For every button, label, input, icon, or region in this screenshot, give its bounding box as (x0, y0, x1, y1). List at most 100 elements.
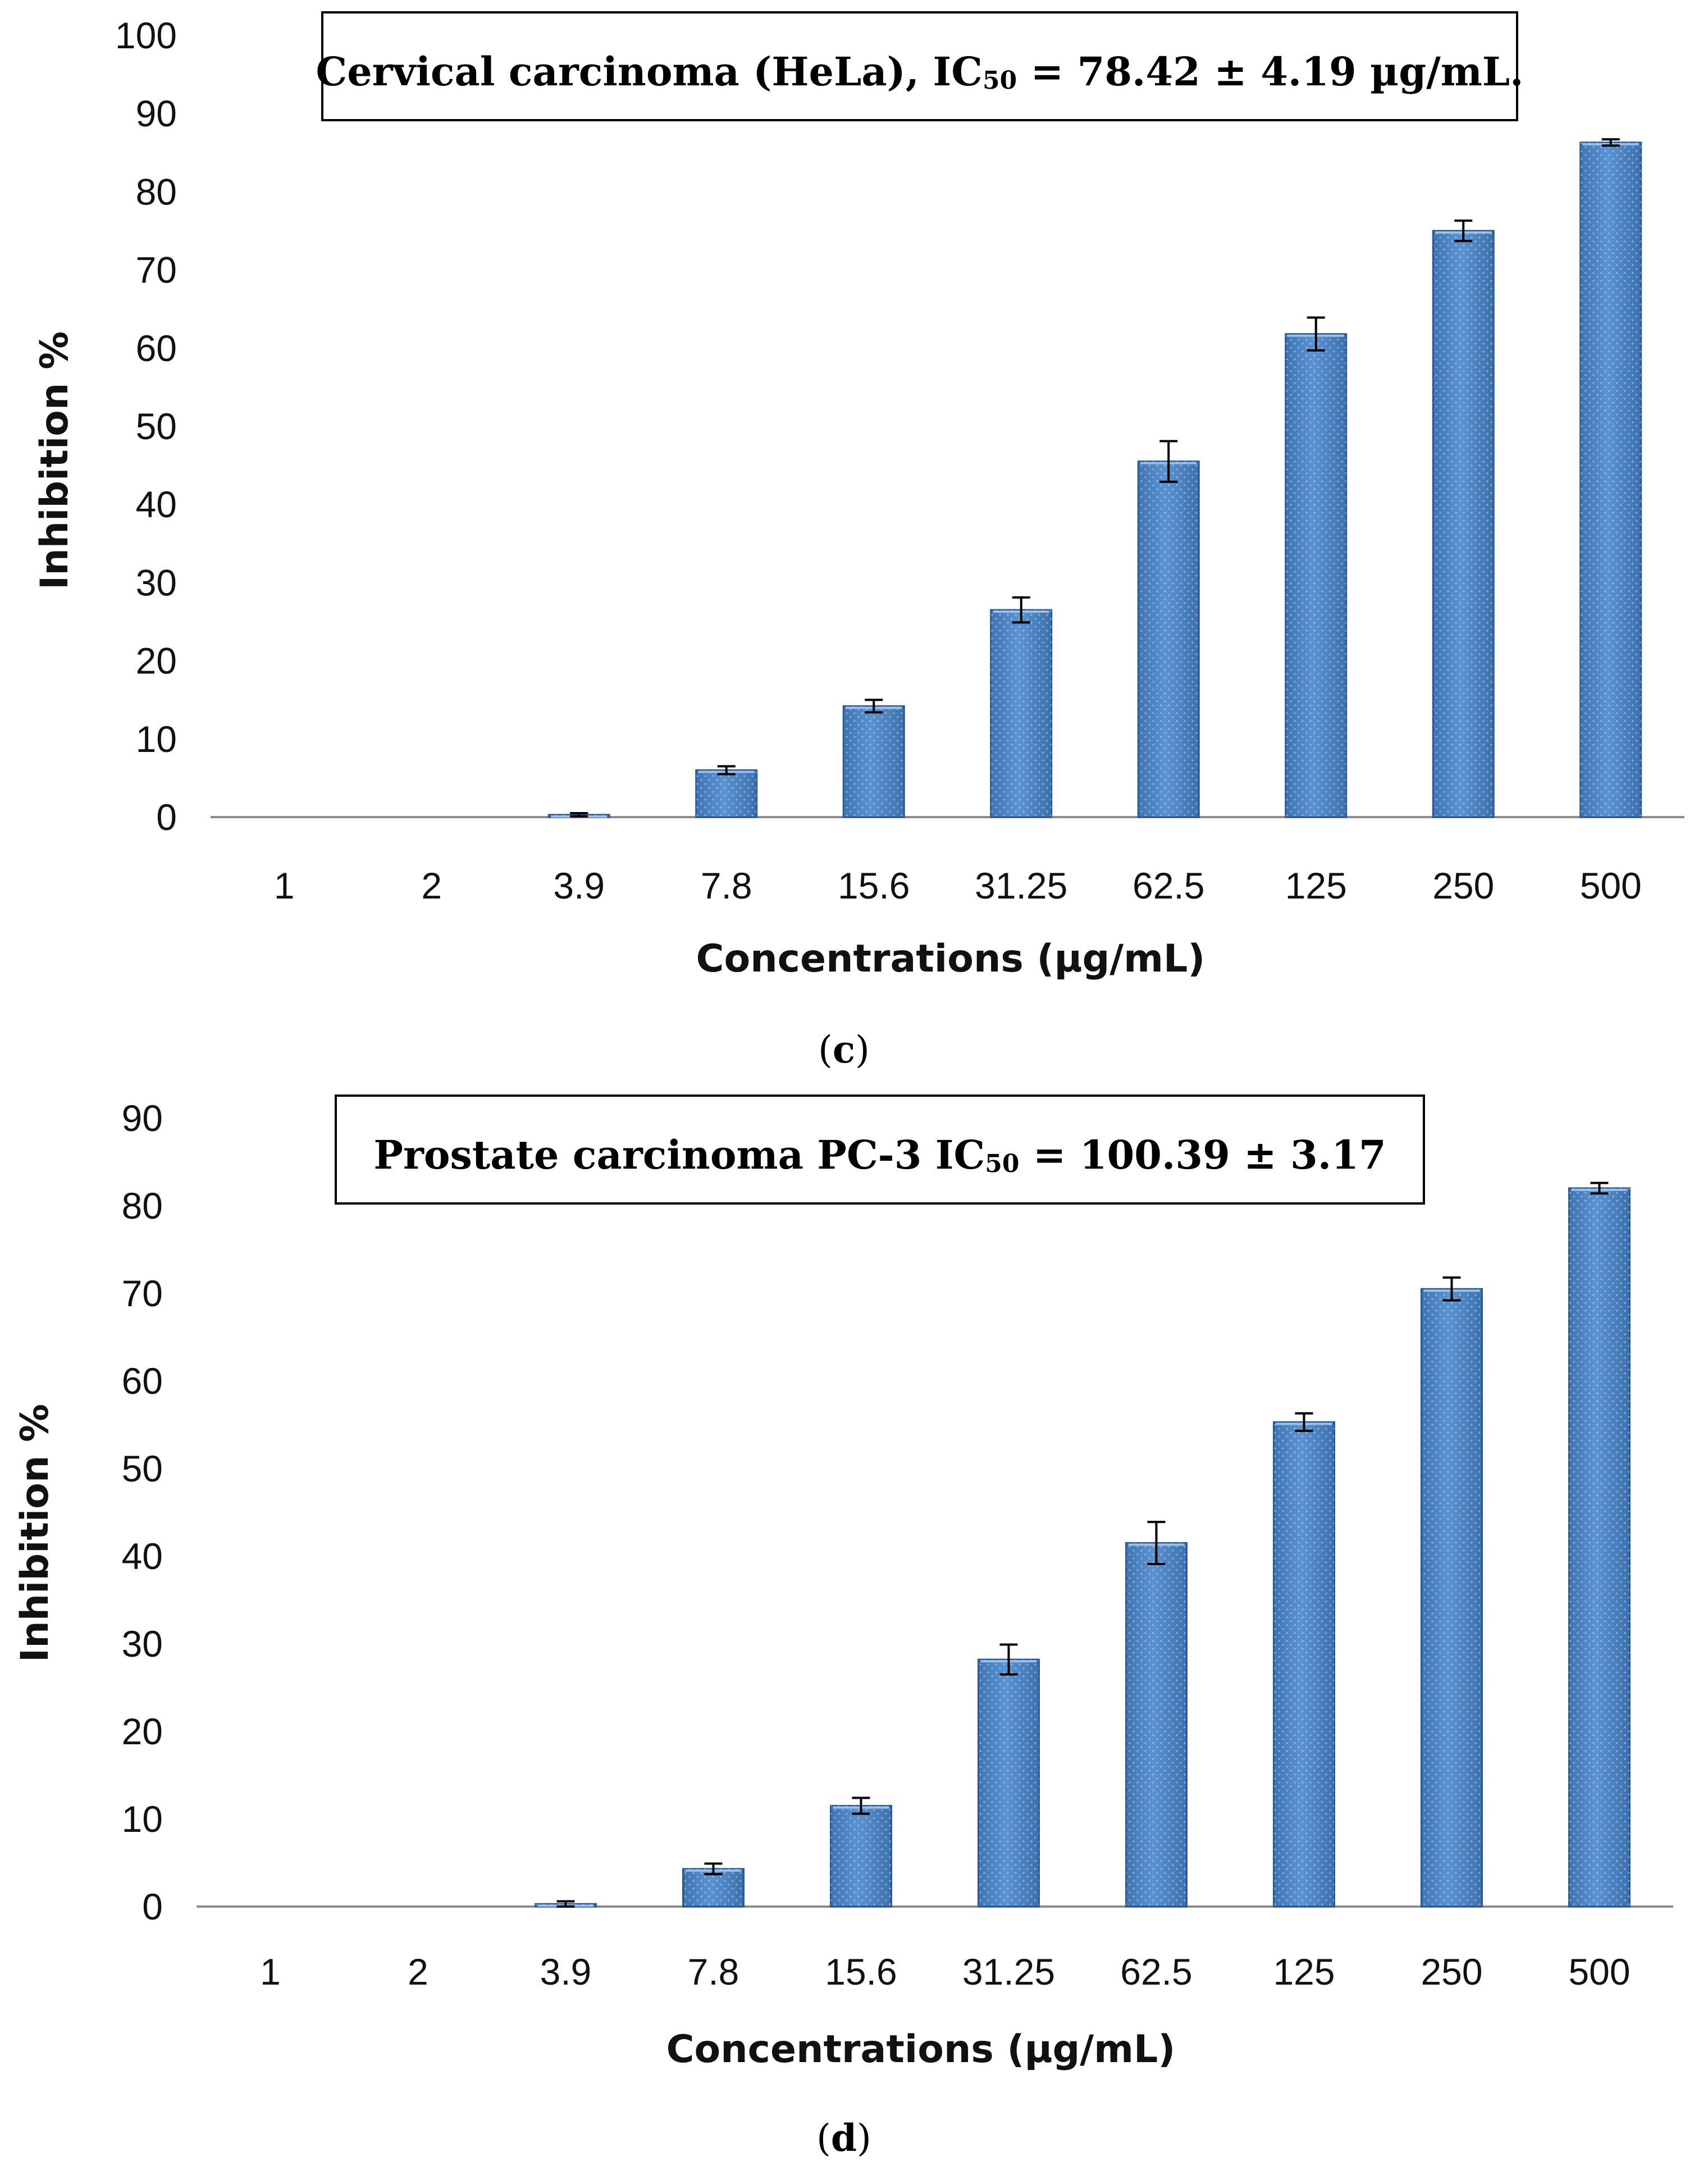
x-tick-label: 125 (1285, 865, 1347, 906)
x-tick-label: 2 (421, 865, 442, 906)
y-axis-title: Inhibition % (33, 331, 77, 590)
bar (978, 1643, 1040, 1908)
bar-texture (1138, 461, 1199, 817)
bar-texture (1126, 1543, 1187, 1907)
x-axis-ticks: 1 2 3.9 7.8 15.6 31.25 62.5 125 250 500 (260, 1951, 1630, 1992)
error-bar (1295, 1412, 1313, 1432)
bar (535, 1900, 597, 1908)
error-bar (1012, 596, 1030, 624)
error-bar (1159, 440, 1178, 483)
y-tick-label: 60 (136, 327, 177, 369)
chart-panel-d: Prostate carcinoma PC-3 IC50 = 100.39 ± … (13, 1095, 1673, 2160)
x-tick-label: 31.25 (975, 865, 1067, 906)
x-tick-label: 250 (1432, 865, 1494, 906)
bar (1421, 1276, 1483, 1908)
x-tick-label: 1 (274, 865, 295, 906)
y-tick-label: 10 (136, 718, 177, 760)
chart-title: Cervical carcinoma (HeLa), IC50 = 78.42 … (316, 48, 1524, 95)
x-tick-label: 3.9 (553, 865, 605, 906)
bar (547, 812, 610, 818)
bar-texture (1285, 334, 1346, 817)
y-axis-title: Inhibition % (13, 1404, 57, 1662)
y-tick-label: 30 (136, 562, 177, 603)
y-tick-label: 70 (136, 249, 177, 291)
y-tick-label: 70 (122, 1273, 163, 1314)
error-bar (1307, 316, 1325, 352)
bar-texture (843, 706, 905, 817)
bar-texture (990, 610, 1052, 817)
y-tick-label: 80 (136, 171, 177, 212)
y-tick-label: 60 (122, 1360, 163, 1402)
y-tick-label: 40 (136, 484, 177, 525)
bar-texture (1273, 1422, 1335, 1907)
chart-title-box (321, 11, 1518, 121)
bar (1137, 440, 1200, 818)
y-axis-ticks: 0 10 20 30 40 50 60 70 80 90 (122, 1097, 163, 1927)
y-tick-label: 90 (122, 1097, 163, 1139)
bar-texture (1433, 231, 1494, 817)
bar (1285, 316, 1348, 818)
x-tick-label: 500 (1568, 1951, 1630, 1992)
bar-texture (1569, 1188, 1630, 1907)
x-tick-label: 2 (408, 1951, 428, 1992)
x-tick-label: 7.8 (701, 865, 752, 906)
x-tick-label: 62.5 (1120, 1951, 1192, 1992)
error-bar (1442, 1276, 1461, 1302)
y-axis-ticks: 0 10 20 30 40 50 60 70 80 90 100 (115, 15, 177, 838)
y-tick-label: 40 (122, 1535, 163, 1577)
bar (1125, 1521, 1188, 1908)
x-tick-label: 1 (260, 1951, 281, 1992)
y-tick-label: 0 (142, 1886, 163, 1927)
chart-panel-c: Cervical carcinoma (HeLa), IC50 = 78.42 … (33, 11, 1684, 1071)
x-tick-label: 31.25 (962, 1951, 1055, 1992)
y-tick-label: 30 (122, 1623, 163, 1665)
error-bar (865, 699, 883, 714)
x-tick-label: 62.5 (1132, 865, 1204, 906)
bar (842, 699, 905, 818)
y-tick-label: 100 (115, 15, 177, 56)
bar-series (535, 1182, 1631, 1908)
error-bar (556, 1900, 575, 1908)
bar (1273, 1412, 1335, 1908)
x-tick-label: 7.8 (688, 1951, 739, 1992)
y-tick-label: 90 (136, 93, 177, 134)
y-tick-label: 20 (122, 1711, 163, 1752)
chart-title-box (335, 1095, 1425, 1205)
x-tick-label: 15.6 (838, 865, 910, 906)
x-tick-label: 125 (1273, 1951, 1335, 1992)
error-bar (717, 765, 736, 776)
x-tick-label: 500 (1580, 865, 1642, 906)
y-tick-label: 10 (122, 1798, 163, 1840)
bar (830, 1796, 892, 1908)
error-bar (570, 812, 588, 818)
bar-texture (978, 1659, 1039, 1907)
bar (695, 765, 758, 818)
x-tick-label: 3.9 (540, 1951, 592, 1992)
y-tick-label: 50 (136, 405, 177, 447)
bar (1432, 219, 1495, 818)
bar-texture (830, 1805, 892, 1907)
x-tick-label: 250 (1421, 1951, 1482, 1992)
panel-caption: (d) (816, 2116, 871, 2160)
bar (1579, 138, 1642, 818)
error-bar (1601, 138, 1620, 147)
y-tick-label: 80 (122, 1185, 163, 1226)
chart-title: Prostate carcinoma PC-3 IC50 = 100.39 ± … (373, 1132, 1386, 1178)
x-tick-label: 15.6 (825, 1951, 897, 1992)
x-axis-title: Concentrations (µg/mL) (696, 937, 1205, 981)
y-tick-label: 50 (122, 1448, 163, 1489)
bar (682, 1862, 745, 1908)
y-tick-label: 0 (156, 796, 177, 838)
y-tick-label: 20 (136, 640, 177, 682)
panel-caption: (c) (818, 1028, 870, 1071)
x-axis-title: Concentrations (µg/mL) (666, 2027, 1176, 2072)
error-bar (852, 1796, 870, 1815)
bar (990, 596, 1053, 818)
bar-texture (1421, 1289, 1482, 1907)
error-bar (1147, 1521, 1166, 1566)
error-bar (1454, 219, 1473, 243)
x-axis-ticks: 1 2 3.9 7.8 15.6 31.25 62.5 125 250 500 (274, 865, 1642, 906)
error-bar (1590, 1182, 1609, 1195)
bar-texture (1580, 142, 1641, 818)
